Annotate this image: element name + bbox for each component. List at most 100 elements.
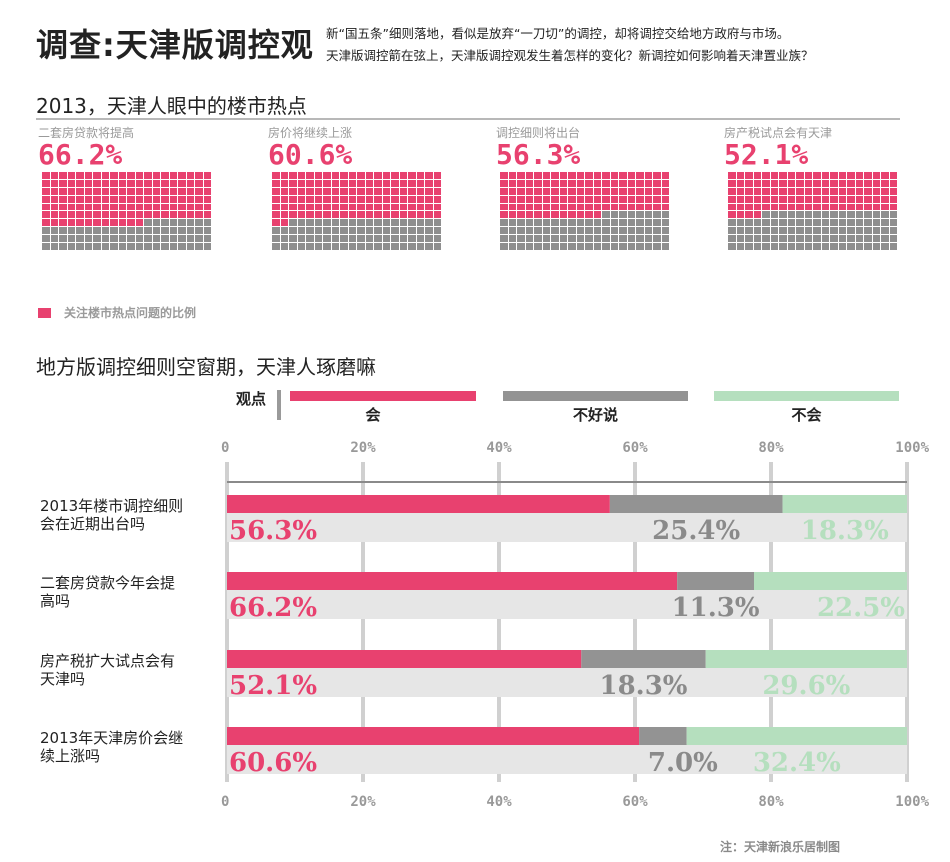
waffle-cell — [500, 219, 508, 227]
waffle-cell — [644, 219, 652, 227]
waffle-cell-hot — [602, 195, 610, 203]
waffle-cell-hot — [348, 195, 356, 203]
waffle-cell-hot — [59, 187, 67, 195]
waffle-cell — [745, 235, 753, 243]
waffle-cell — [736, 235, 744, 243]
waffle-cell-hot — [110, 219, 118, 227]
waffle-cell-hot — [357, 195, 365, 203]
waffle-cell-hot — [889, 179, 897, 187]
x-tick-label-bottom: 40% — [486, 794, 512, 810]
row-band — [227, 589, 907, 619]
waffle-cell — [186, 243, 194, 250]
waffle-cell — [161, 243, 169, 250]
waffle-cell-hot — [559, 187, 567, 195]
waffle-cell — [152, 219, 160, 227]
waffle-cell-hot — [42, 195, 50, 203]
waffle-cell — [855, 227, 863, 235]
waffle-cell-hot — [365, 172, 373, 179]
waffle-cell-hot — [585, 203, 593, 211]
waffle-cell — [289, 227, 297, 235]
waffle-cell — [813, 219, 821, 227]
waffle-cell-hot — [195, 211, 203, 219]
waffle-cell — [365, 227, 373, 235]
waffle-cell — [644, 227, 652, 235]
waffle-cell-hot — [585, 187, 593, 195]
waffle-cell-hot — [661, 195, 669, 203]
waffle-cell — [813, 243, 821, 250]
waffle-cell-hot — [433, 203, 441, 211]
waffle-cell-hot — [280, 172, 288, 179]
waffle-cell-hot — [745, 172, 753, 179]
waffle-cell-hot — [500, 187, 508, 195]
waffle-cell-hot — [399, 179, 407, 187]
waffle-cell — [619, 235, 627, 243]
waffle-cell — [517, 235, 525, 243]
waffle-cell-hot — [593, 195, 601, 203]
waffle-cell-hot — [195, 187, 203, 195]
category-label: 房产税扩大试点会有 — [40, 652, 175, 670]
waffle-cell-hot — [161, 187, 169, 195]
waffle-cell — [297, 219, 305, 227]
waffle-cell — [127, 243, 135, 250]
waffle-cell-hot — [847, 203, 855, 211]
waffle-cell-hot — [542, 187, 550, 195]
waffle-cell-hot — [762, 179, 770, 187]
waffle-cell — [433, 227, 441, 235]
waffle-cell-hot — [272, 195, 280, 203]
waffle-cell-hot — [847, 195, 855, 203]
waffle-cell — [593, 219, 601, 227]
waffle-cell — [585, 243, 593, 250]
waffle-cell — [576, 219, 584, 227]
waffle-cell-hot — [84, 179, 92, 187]
waffle-cell — [323, 219, 331, 227]
waffle-cell-hot — [203, 211, 211, 219]
waffle-cell-hot — [135, 187, 143, 195]
waffle-cell-hot — [93, 187, 101, 195]
waffle-cell-hot — [297, 195, 305, 203]
waffle-cell-hot — [382, 203, 390, 211]
waffle-cell-hot — [67, 187, 75, 195]
waffle-cell — [872, 235, 880, 243]
waffle-cell-hot — [889, 172, 897, 179]
waffle-cell-hot — [178, 172, 186, 179]
waffle-cell-hot — [500, 211, 508, 219]
waffle-cell — [627, 227, 635, 235]
waffle-cell-hot — [84, 203, 92, 211]
waffle-cell — [365, 219, 373, 227]
waffle-cell — [796, 211, 804, 219]
waffle-cell-hot — [728, 211, 736, 219]
waffle-cell-hot — [118, 187, 126, 195]
data-label: 32.4% — [753, 748, 841, 778]
x-tick-label-bottom: 80% — [758, 794, 784, 810]
waffle-cell-hot — [323, 203, 331, 211]
waffle-cell-hot — [813, 203, 821, 211]
waffle-cell — [813, 211, 821, 219]
waffle-cell — [391, 243, 399, 250]
waffle-cell — [195, 243, 203, 250]
data-label: 29.6% — [762, 671, 850, 701]
waffle-cell-hot — [118, 219, 126, 227]
x-tick-label-bottom: 60% — [622, 794, 648, 810]
waffle-cell-hot — [76, 211, 84, 219]
legend-label-2: 不会 — [791, 406, 821, 424]
waffle-cell-hot — [551, 172, 559, 179]
waffle-cell-hot — [500, 195, 508, 203]
waffle-cell — [195, 227, 203, 235]
waffle-cell-hot — [517, 187, 525, 195]
waffle-cell-hot — [787, 187, 795, 195]
waffle-cell-hot — [76, 219, 84, 227]
waffle-cell — [770, 235, 778, 243]
legend-divider — [277, 390, 281, 420]
waffle-cell-hot — [661, 172, 669, 179]
data-label: 66.2% — [229, 593, 317, 623]
waffle-cell-hot — [500, 203, 508, 211]
legend-label-1: 不好说 — [573, 406, 618, 424]
waffle-cell-hot — [745, 187, 753, 195]
waffle-cell-hot — [93, 211, 101, 219]
category-label: 高吗 — [40, 592, 70, 610]
waffle-cell — [770, 243, 778, 250]
waffle-cell-hot — [585, 179, 593, 187]
waffle-cell — [636, 227, 644, 235]
waffle-cell — [728, 227, 736, 235]
waffle-cell-hot — [399, 195, 407, 203]
